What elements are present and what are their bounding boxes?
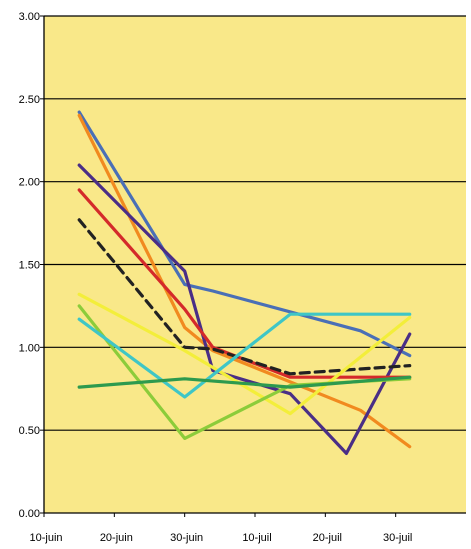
- y-tick-label: 2.50: [19, 94, 40, 106]
- x-axis-ticks: 10-juin 20-juin 30-juin 10-juil 20-juil 30-ju…: [29, 513, 412, 544]
- gridlines: [44, 15, 466, 431]
- series-line-4: [77, 188, 412, 379]
- y-axis-ticks: 0.00 0.50 1.00 1.50 2.00 2.50 3.00: [19, 11, 44, 520]
- x-tick-label: 10-juil: [242, 532, 271, 544]
- x-tick-label: 30-juil: [383, 532, 412, 544]
- series-line-8: [77, 312, 412, 399]
- series-line-1: [77, 110, 412, 358]
- y-tick-label: 0.50: [19, 425, 40, 437]
- x-tick-label: 10-juin: [29, 532, 62, 544]
- y-tick-label: 0.00: [19, 508, 40, 520]
- y-tick-label: 1.50: [19, 260, 40, 272]
- series-layer: [77, 110, 412, 455]
- x-tick-label: 20-juil: [313, 532, 342, 544]
- x-tick-label: 20-juin: [100, 532, 133, 544]
- series-line-9: [77, 375, 412, 389]
- y-tick-label: 3.00: [19, 11, 40, 23]
- series-line-5: [77, 218, 412, 376]
- y-tick-label: 1.00: [19, 342, 40, 354]
- y-tick-label: 2.00: [19, 177, 40, 189]
- series-line-3: [77, 163, 412, 455]
- x-tick-label: 30-juin: [170, 532, 203, 544]
- series-line-2: [77, 113, 412, 449]
